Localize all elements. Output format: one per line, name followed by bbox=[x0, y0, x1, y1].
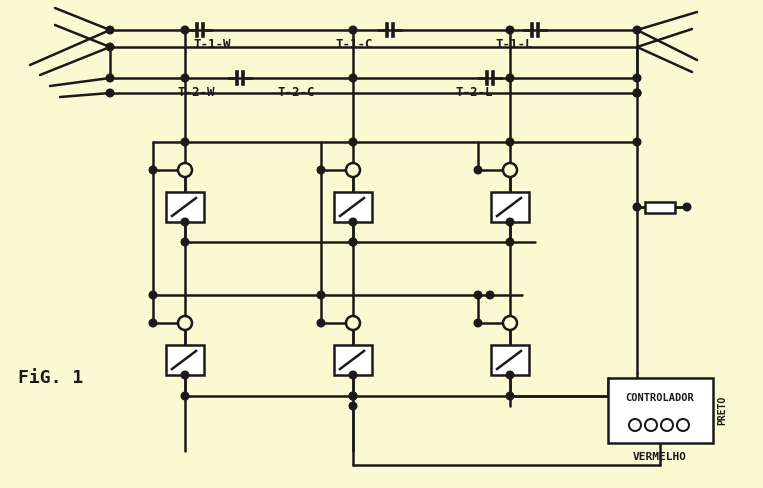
Circle shape bbox=[106, 43, 114, 51]
Circle shape bbox=[506, 218, 513, 226]
Text: T-2-L: T-2-L bbox=[455, 85, 492, 99]
Circle shape bbox=[629, 419, 641, 431]
Circle shape bbox=[349, 238, 357, 246]
Text: T-1-C: T-1-C bbox=[335, 38, 372, 50]
Circle shape bbox=[506, 26, 513, 34]
Circle shape bbox=[106, 26, 114, 34]
Bar bbox=[334, 192, 372, 222]
Bar bbox=[645, 202, 675, 212]
Circle shape bbox=[503, 163, 517, 177]
Circle shape bbox=[150, 319, 157, 327]
Circle shape bbox=[633, 74, 641, 82]
Circle shape bbox=[106, 74, 114, 82]
Circle shape bbox=[633, 89, 641, 97]
Bar bbox=[607, 378, 713, 443]
Circle shape bbox=[474, 291, 481, 299]
Circle shape bbox=[181, 392, 188, 400]
Text: T-1-L: T-1-L bbox=[495, 38, 533, 50]
Text: PRETO: PRETO bbox=[717, 395, 727, 425]
Circle shape bbox=[106, 89, 114, 97]
Circle shape bbox=[661, 419, 673, 431]
Circle shape bbox=[178, 163, 192, 177]
Circle shape bbox=[506, 138, 513, 146]
Circle shape bbox=[677, 419, 689, 431]
Bar bbox=[334, 345, 372, 375]
Circle shape bbox=[349, 238, 357, 246]
Circle shape bbox=[683, 203, 691, 211]
Circle shape bbox=[503, 316, 517, 330]
Circle shape bbox=[181, 74, 188, 82]
Circle shape bbox=[181, 26, 188, 34]
Circle shape bbox=[633, 138, 641, 146]
Circle shape bbox=[181, 138, 188, 146]
Circle shape bbox=[349, 74, 357, 82]
Circle shape bbox=[317, 291, 325, 299]
Circle shape bbox=[181, 371, 188, 379]
Bar bbox=[166, 345, 204, 375]
Bar bbox=[491, 345, 529, 375]
Circle shape bbox=[633, 26, 641, 34]
Circle shape bbox=[506, 371, 513, 379]
Circle shape bbox=[349, 392, 357, 400]
Circle shape bbox=[506, 74, 513, 82]
Bar bbox=[166, 192, 204, 222]
Text: CONTROLADOR: CONTROLADOR bbox=[626, 393, 694, 403]
Bar bbox=[491, 192, 529, 222]
Circle shape bbox=[349, 26, 357, 34]
Circle shape bbox=[150, 291, 157, 299]
Circle shape bbox=[317, 166, 325, 174]
Circle shape bbox=[474, 166, 481, 174]
Text: T-2-C: T-2-C bbox=[278, 85, 315, 99]
Circle shape bbox=[506, 238, 513, 246]
Text: T-1-W: T-1-W bbox=[193, 38, 230, 50]
Circle shape bbox=[346, 163, 360, 177]
Text: VERMELHO: VERMELHO bbox=[633, 451, 687, 462]
Circle shape bbox=[349, 402, 357, 410]
Text: FiG. 1: FiG. 1 bbox=[18, 369, 83, 387]
Text: T-2-W: T-2-W bbox=[177, 85, 214, 99]
Circle shape bbox=[349, 138, 357, 146]
Circle shape bbox=[486, 291, 494, 299]
Circle shape bbox=[178, 316, 192, 330]
Circle shape bbox=[633, 203, 641, 211]
Circle shape bbox=[181, 238, 188, 246]
Circle shape bbox=[349, 371, 357, 379]
Circle shape bbox=[474, 319, 481, 327]
Circle shape bbox=[346, 316, 360, 330]
Circle shape bbox=[181, 218, 188, 226]
Circle shape bbox=[645, 419, 657, 431]
Circle shape bbox=[506, 392, 513, 400]
Circle shape bbox=[633, 89, 641, 97]
Circle shape bbox=[317, 319, 325, 327]
Circle shape bbox=[349, 218, 357, 226]
Circle shape bbox=[150, 166, 157, 174]
Circle shape bbox=[349, 392, 357, 400]
